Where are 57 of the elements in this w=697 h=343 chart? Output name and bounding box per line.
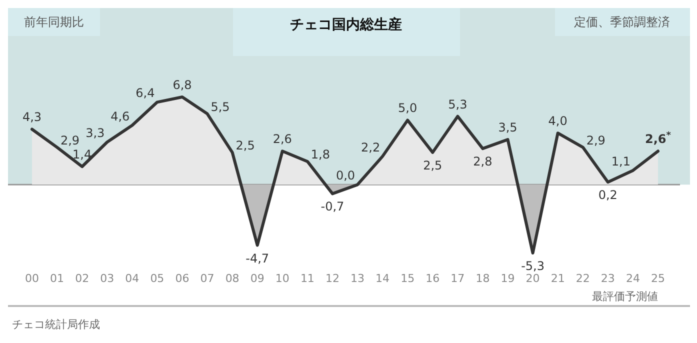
text: 前年同期比 <box>24 15 84 29</box>
x-tick-label: 02 <box>75 272 90 285</box>
x-tick-label: 23 <box>600 272 615 285</box>
x-tick-label: 17 <box>450 272 465 285</box>
data-label: -5,3 <box>521 259 545 273</box>
x-tick-label: 21 <box>550 272 565 285</box>
x-tick-label: 20 <box>526 272 540 285</box>
data-label: 2,8 <box>473 154 492 169</box>
data-label: 3,3 <box>86 126 105 140</box>
x-tick-label: 05 <box>150 272 164 285</box>
x-tick-label: 18 <box>476 272 490 285</box>
x-tick-label: 11 <box>300 272 314 285</box>
x-tick-label: 22 <box>576 272 590 285</box>
data-label: 0,0 <box>336 168 356 183</box>
x-tick-label: 10 <box>275 272 290 285</box>
chart-title: チェコ国内総生産 <box>290 16 402 33</box>
data-label: 0,2 <box>598 188 618 202</box>
data-label: 2,6 <box>272 132 292 146</box>
data-label: 4,3 <box>22 110 42 124</box>
data-label: 2,5 <box>423 158 442 172</box>
x-tick-label: 19 <box>500 272 515 285</box>
x-tick-label: 09 <box>250 272 264 285</box>
data-label: 2,9 <box>60 133 80 148</box>
x-tick-label: 06 <box>175 272 190 285</box>
data-label: 4,0 <box>548 114 568 128</box>
x-tick-label: 03 <box>100 272 114 285</box>
x-tick-label: 12 <box>325 272 340 285</box>
text: チェコ統計局作成 <box>12 318 100 331</box>
data-label: -4,7 <box>246 251 270 266</box>
chart-subtitle: 定価、季節調整済 <box>574 15 670 29</box>
data-label: 5,3 <box>448 97 468 112</box>
data-label: 5,0 <box>398 101 418 116</box>
x-tick-label: 01 <box>50 272 64 285</box>
data-label: 2,5 <box>236 138 255 152</box>
data-label: 3,5 <box>498 120 518 135</box>
x-tick-label: 13 <box>350 272 365 285</box>
x-tick-label: 14 <box>376 272 390 285</box>
x-tick-label: 04 <box>125 272 140 285</box>
x-tick-label: 15 <box>400 272 415 285</box>
text: 最評価予測値 <box>592 290 658 303</box>
data-label: -0,7 <box>320 200 344 214</box>
x-tick-label: 00 <box>25 272 39 285</box>
x-tick-label: 08 <box>225 272 240 285</box>
data-label: 4,6 <box>110 109 130 124</box>
data-label: 2,9 <box>586 133 606 148</box>
data-label: 2,6$^{*}$ <box>645 131 672 146</box>
data-label: 6,8 <box>172 78 192 92</box>
data-label: 5,5 <box>210 100 230 114</box>
data-label: 1,1 <box>611 154 631 168</box>
data-label: 2,2 <box>361 140 380 154</box>
data-label: 6,4 <box>136 86 155 100</box>
x-tick-label: 07 <box>200 272 214 285</box>
data-label: 1,8 <box>310 147 330 162</box>
x-tick-label: 16 <box>426 272 440 285</box>
x-tick-label: 25 <box>651 272 665 285</box>
data-label: 1,4 <box>72 148 92 162</box>
x-tick-label: 24 <box>626 272 640 285</box>
